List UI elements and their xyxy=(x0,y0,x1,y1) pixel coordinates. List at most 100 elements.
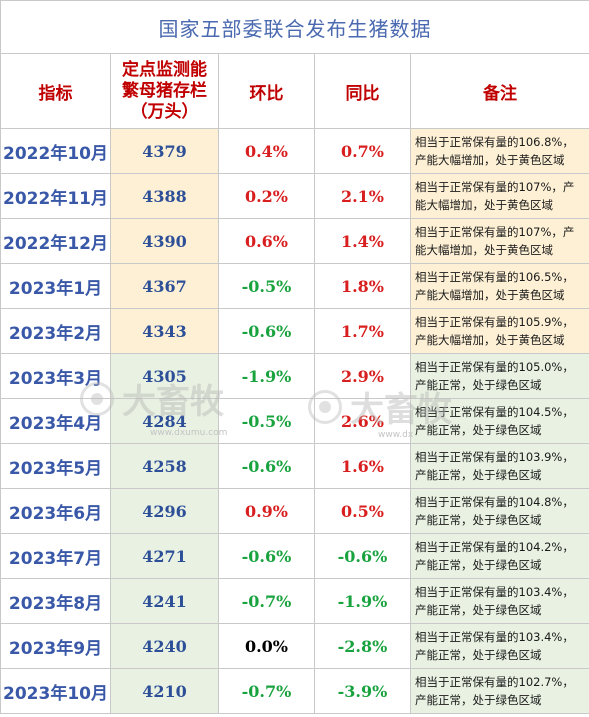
month-cell: 2023年1月 xyxy=(0,263,111,309)
header-indicator: 指标 xyxy=(0,53,111,129)
inventory-cell: 4343 xyxy=(110,308,219,354)
inventory-cell: 4258 xyxy=(110,443,219,489)
remark-line1: 相当于正常保有量的102.7%， xyxy=(415,675,574,689)
yoy-cell: -0.6% xyxy=(314,533,411,579)
inventory-cell: 4388 xyxy=(110,173,219,219)
remark-line2: 产能正常，处于绿色区域 xyxy=(415,378,542,392)
mom-cell: 0.0% xyxy=(218,623,315,669)
remark-cell: 相当于正常保有量的104.8%， 产能正常，处于绿色区域 xyxy=(409,488,589,534)
remark-line1: 相当于正常保有量的106.5%， xyxy=(415,270,574,284)
header-inventory-line2: 繁母猪存栏 xyxy=(122,80,207,101)
table-row: 2023年9月 4240 0.0% -2.8% 相当于正常保有量的103.4%， 产能正常… xyxy=(0,623,589,669)
table-row: 2022年10月 4379 0.4% 0.7% 相当于正常保有量的106.8%， 产能大幅… xyxy=(0,128,589,174)
remark-cell: 相当于正常保有量的107%，产 能大幅增加，处于黄色区域 xyxy=(409,218,589,264)
mom-cell: 0.4% xyxy=(218,128,315,174)
remark-line2: 产能正常，处于绿色区域 xyxy=(415,693,542,707)
remark-line2: 产能正常，处于绿色区域 xyxy=(415,648,542,662)
table-row: 2022年12月 4390 0.6% 1.4% 相当于正常保有量的107%，产 能大幅增加… xyxy=(0,218,589,264)
mom-cell: 0.9% xyxy=(218,488,315,534)
yoy-cell: 0.5% xyxy=(314,488,411,534)
remark-line1: 相当于正常保有量的103.9%， xyxy=(415,450,574,464)
remark-cell: 相当于正常保有量的106.5%， 产能大幅增加，处于黄色区域 xyxy=(409,263,589,309)
header-yoy: 同比 xyxy=(314,53,411,129)
yoy-cell: 1.7% xyxy=(314,308,411,354)
table-row: 2023年10月 4210 -0.7% -3.9% 相当于正常保有量的102.7%， 产能… xyxy=(0,668,589,714)
table-row: 2023年3月 4305 -1.9% 2.9% 相当于正常保有量的105.0%， 产能正常… xyxy=(0,353,589,399)
remark-line1: 相当于正常保有量的103.4%， xyxy=(415,630,574,644)
table-row: 2023年6月 4296 0.9% 0.5% 相当于正常保有量的104.8%， 产能正常，… xyxy=(0,488,589,534)
month-cell: 2023年8月 xyxy=(0,578,111,624)
remark-line2: 产能大幅增加，处于黄色区域 xyxy=(415,288,565,302)
yoy-cell: 2.9% xyxy=(314,353,411,399)
mom-cell: -0.5% xyxy=(218,398,315,444)
remark-line2: 产能大幅增加，处于黄色区域 xyxy=(415,153,565,167)
remark-line1: 相当于正常保有量的107%，产 xyxy=(415,225,575,239)
header-inventory-line3: （万头） xyxy=(130,101,199,122)
inventory-cell: 4240 xyxy=(110,623,219,669)
month-cell: 2023年5月 xyxy=(0,443,111,489)
yoy-cell: 2.1% xyxy=(314,173,411,219)
month-cell: 2023年10月 xyxy=(0,668,111,714)
table-title: 国家五部委联合发布生猪数据 xyxy=(0,0,589,54)
remark-line1: 相当于正常保有量的104.8%， xyxy=(415,495,574,509)
watermark-url-right: www.dx xyxy=(378,430,414,440)
header-inventory-line1: 定点监测能 xyxy=(122,59,207,80)
inventory-cell: 4296 xyxy=(110,488,219,534)
month-cell: 2023年7月 xyxy=(0,533,111,579)
remark-line2: 产能正常，处于绿色区域 xyxy=(415,558,542,572)
header-inventory: 定点监测能 繁母猪存栏 （万头） xyxy=(110,53,219,129)
header-remark: 备注 xyxy=(409,53,589,129)
inventory-cell: 4390 xyxy=(110,218,219,264)
remark-line2: 产能正常，处于绿色区域 xyxy=(415,423,542,437)
remark-cell: 相当于正常保有量的105.9%， 产能大幅增加，处于黄色区域 xyxy=(409,308,589,354)
header-mom: 环比 xyxy=(218,53,315,129)
month-cell: 2022年11月 xyxy=(0,173,111,219)
mom-cell: -0.6% xyxy=(218,533,315,579)
remark-line2: 能大幅增加，处于黄色区域 xyxy=(415,198,553,212)
yoy-cell: -1.9% xyxy=(314,578,411,624)
mom-cell: 0.2% xyxy=(218,173,315,219)
remark-line1: 相当于正常保有量的106.8%， xyxy=(415,135,574,149)
mom-cell: -0.7% xyxy=(218,578,315,624)
table-row: 2023年2月 4343 -0.6% 1.7% 相当于正常保有量的105.9%， 产能大幅… xyxy=(0,308,589,354)
remark-cell: 相当于正常保有量的103.9%， 产能正常，处于绿色区域 xyxy=(409,443,589,489)
remark-cell: 相当于正常保有量的103.4%， 产能正常，处于绿色区域 xyxy=(409,623,589,669)
table-row: 2022年11月 4388 0.2% 2.1% 相当于正常保有量的107%，产 能大幅增加… xyxy=(0,173,589,219)
remark-cell: 相当于正常保有量的103.4%， 产能正常，处于绿色区域 xyxy=(409,578,589,624)
table-row: 2023年1月 4367 -0.5% 1.8% 相当于正常保有量的106.5%， 产能大幅… xyxy=(0,263,589,309)
remark-line1: 相当于正常保有量的105.9%， xyxy=(415,315,574,329)
remark-cell: 相当于正常保有量的107%，产 能大幅增加，处于黄色区域 xyxy=(409,173,589,219)
table-row: 2023年7月 4271 -0.6% -0.6% 相当于正常保有量的104.2%， 产能正… xyxy=(0,533,589,579)
inventory-cell: 4379 xyxy=(110,128,219,174)
mom-cell: 0.6% xyxy=(218,218,315,264)
remark-line1: 相当于正常保有量的103.4%， xyxy=(415,585,574,599)
table-row: 2023年5月 4258 -0.6% 1.6% 相当于正常保有量的103.9%， 产能正常… xyxy=(0,443,589,489)
remark-cell: 相当于正常保有量的106.8%， 产能大幅增加，处于黄色区域 xyxy=(409,128,589,174)
table-row: 2023年8月 4241 -0.7% -1.9% 相当于正常保有量的103.4%， 产能正… xyxy=(0,578,589,624)
remark-cell: 相当于正常保有量的102.7%， 产能正常，处于绿色区域 xyxy=(409,668,589,714)
yoy-cell: -2.8% xyxy=(314,623,411,669)
inventory-cell: 4367 xyxy=(110,263,219,309)
remark-line1: 相当于正常保有量的107%，产 xyxy=(415,180,575,194)
header-row: 指标 定点监测能 繁母猪存栏 （万头） 环比 同比 备注 xyxy=(0,53,589,129)
inventory-cell: 4241 xyxy=(110,578,219,624)
remark-cell: 相当于正常保有量的104.5%， 产能正常，处于绿色区域 xyxy=(409,398,589,444)
remark-line2: 产能正常，处于绿色区域 xyxy=(415,513,542,527)
inventory-cell: 4305 xyxy=(110,353,219,399)
yoy-cell: 1.4% xyxy=(314,218,411,264)
remark-line2: 能大幅增加，处于黄色区域 xyxy=(415,243,553,257)
inventory-cell: 4210 xyxy=(110,668,219,714)
month-cell: 2023年9月 xyxy=(0,623,111,669)
yoy-cell: 1.8% xyxy=(314,263,411,309)
remark-line2: 产能正常，处于绿色区域 xyxy=(415,603,542,617)
mom-cell: -0.7% xyxy=(218,668,315,714)
yoy-cell: 2.6% xyxy=(314,398,411,444)
yoy-cell: 1.6% xyxy=(314,443,411,489)
month-cell: 2023年6月 xyxy=(0,488,111,534)
mom-cell: -0.6% xyxy=(218,308,315,354)
remark-line2: 产能正常，处于绿色区域 xyxy=(415,468,542,482)
remark-line1: 相当于正常保有量的105.0%， xyxy=(415,360,574,374)
remark-line1: 相当于正常保有量的104.2%， xyxy=(415,540,574,554)
